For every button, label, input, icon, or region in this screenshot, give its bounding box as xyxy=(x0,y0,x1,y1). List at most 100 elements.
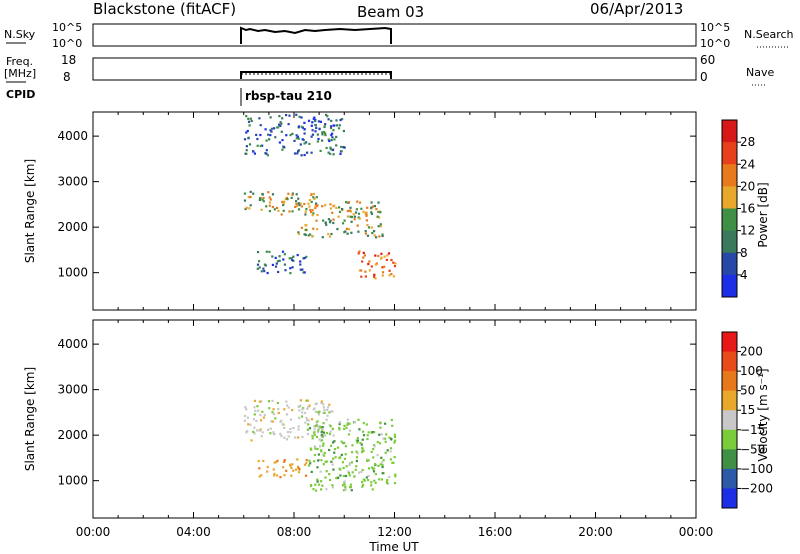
data-cell xyxy=(304,210,307,213)
date-title: 06/Apr/2013 xyxy=(590,0,683,18)
data-cell xyxy=(316,478,319,481)
data-cell xyxy=(361,468,364,472)
data-cell xyxy=(347,470,350,473)
data-cell xyxy=(329,126,333,130)
data-cell xyxy=(256,429,259,432)
data-cell xyxy=(281,200,284,203)
data-cell xyxy=(259,124,262,127)
data-cell xyxy=(286,198,289,201)
data-cell xyxy=(320,449,323,452)
data-cell xyxy=(253,432,256,435)
data-cell xyxy=(339,468,342,471)
data-cell xyxy=(317,120,320,123)
data-cell xyxy=(253,426,256,429)
data-cell xyxy=(272,468,275,471)
data-cell xyxy=(252,192,255,195)
data-cell xyxy=(381,461,384,464)
data-cell xyxy=(265,139,268,142)
data-cell xyxy=(338,421,341,424)
data-cell xyxy=(298,203,301,207)
data-cell xyxy=(312,227,315,230)
data-cell xyxy=(377,201,380,204)
data-cell xyxy=(377,210,380,213)
data-cell xyxy=(361,446,364,449)
data-cell xyxy=(319,149,322,152)
velocity-y-label: Slant Range [km] xyxy=(23,367,37,471)
nsearch-tick-bottom: 10^0 xyxy=(700,37,730,50)
data-cell xyxy=(328,221,332,224)
data-cell xyxy=(354,468,357,471)
data-cell xyxy=(356,436,359,440)
colorbar-tick-label: 24 xyxy=(740,157,755,171)
data-cell xyxy=(329,444,333,447)
cpid-label: CPID xyxy=(6,88,35,101)
data-cell xyxy=(321,133,324,136)
freq-trace xyxy=(240,71,392,79)
data-cell xyxy=(324,221,327,224)
data-cell xyxy=(323,125,326,128)
data-cell xyxy=(320,400,324,403)
data-cell xyxy=(272,408,275,411)
colorbar-swatch xyxy=(722,468,737,489)
nsky-label: N.Sky xyxy=(4,28,36,41)
data-cell xyxy=(338,456,341,460)
x-tick-label: 08:00 xyxy=(277,525,312,539)
data-cell xyxy=(328,473,331,476)
data-cell xyxy=(382,437,385,440)
data-cell xyxy=(282,258,285,261)
nave-tick-bottom: 0 xyxy=(700,70,708,84)
data-cell xyxy=(329,207,332,210)
data-cell xyxy=(339,152,342,155)
data-cell xyxy=(371,431,374,434)
data-cell xyxy=(353,215,356,218)
data-cell xyxy=(377,254,380,258)
data-cell xyxy=(370,211,373,214)
data-cell xyxy=(332,468,335,471)
data-cell xyxy=(308,142,311,145)
y-tick-label: 4000 xyxy=(57,337,88,351)
data-cell xyxy=(367,459,370,462)
data-cell xyxy=(296,135,299,138)
colorbar-tick-label: 16 xyxy=(740,202,755,216)
data-cell xyxy=(248,143,252,146)
data-cell xyxy=(290,257,293,260)
data-cell xyxy=(282,203,285,207)
cpid-value: rbsp-tau 210 xyxy=(245,89,332,103)
data-cell xyxy=(261,431,264,434)
data-cell xyxy=(361,448,364,451)
data-cell xyxy=(341,461,344,464)
data-cell xyxy=(273,461,276,464)
data-cell xyxy=(329,148,332,151)
data-cell xyxy=(243,138,247,141)
data-cell xyxy=(245,408,248,411)
data-cell xyxy=(351,444,354,447)
data-cell xyxy=(326,414,329,417)
data-cell xyxy=(261,198,264,201)
data-cell xyxy=(309,484,313,488)
data-cell xyxy=(297,471,301,474)
data-cell xyxy=(344,445,347,448)
freq-panel: Freq. [MHz] 18 8 60 0 Nave xyxy=(4,53,774,86)
data-cell xyxy=(262,416,265,419)
data-cell xyxy=(365,211,368,214)
data-cell xyxy=(297,428,300,431)
data-cell xyxy=(337,127,341,130)
data-cell xyxy=(362,434,366,437)
data-cell xyxy=(370,265,373,268)
data-cell xyxy=(354,211,358,214)
data-cell xyxy=(243,192,246,195)
data-cell xyxy=(298,115,301,118)
data-cell xyxy=(292,255,295,258)
data-cell xyxy=(307,119,311,122)
data-cell xyxy=(345,426,348,429)
data-cell xyxy=(385,433,388,436)
data-cell xyxy=(297,197,300,200)
data-cell xyxy=(362,210,365,213)
data-cell xyxy=(370,450,373,453)
data-cell xyxy=(311,121,314,124)
y-tick-label: 4000 xyxy=(57,129,88,143)
velocity-y-axis: 1000 2000 3000 4000 xyxy=(57,320,697,518)
data-cell xyxy=(260,435,263,438)
data-cell xyxy=(318,438,321,441)
data-cell xyxy=(394,475,397,478)
